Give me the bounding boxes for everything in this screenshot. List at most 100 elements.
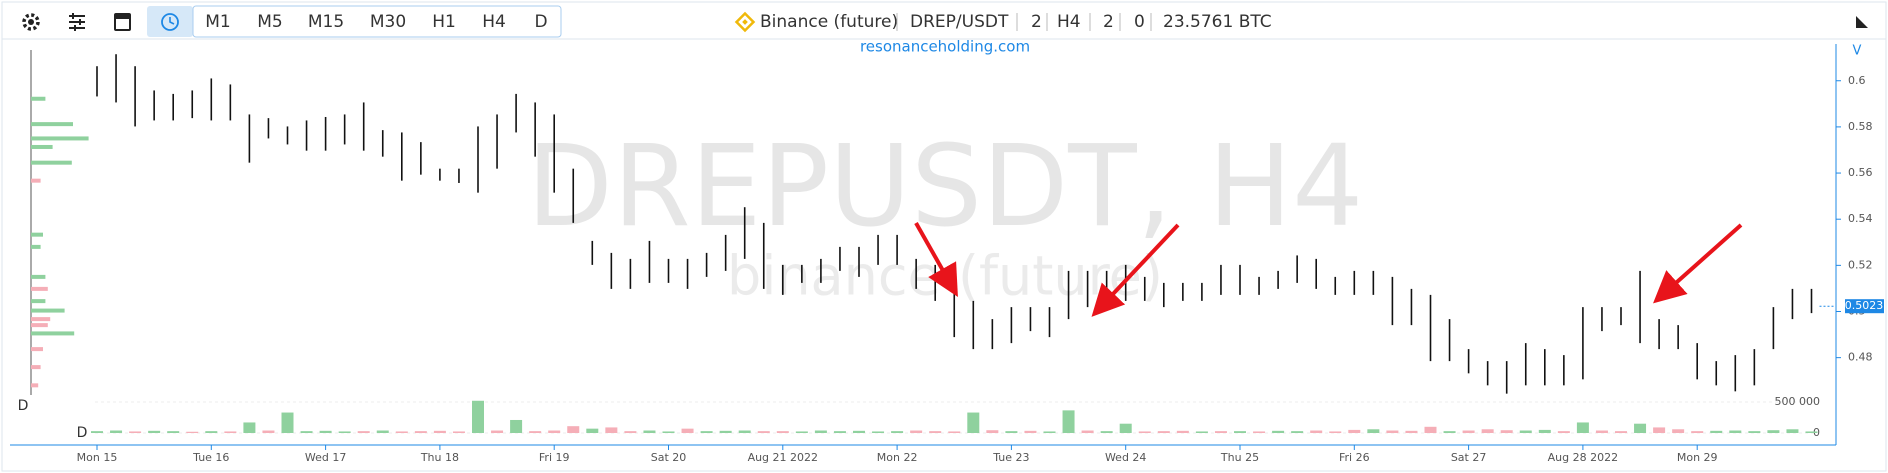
profile-bar: [31, 286, 48, 291]
volume-bar: [643, 430, 656, 433]
x-tick-label: Mon 15: [77, 451, 118, 464]
volume-bar: [1481, 429, 1494, 433]
volume-bar: [1310, 430, 1323, 433]
volume-bar: [167, 431, 180, 433]
y-tick-label: 0.6: [1848, 74, 1866, 87]
volume-bar: [395, 431, 408, 433]
volume-bar: [986, 430, 999, 433]
volume-bar: [1195, 431, 1208, 433]
volume-bar: [110, 430, 123, 433]
volume-bar: [681, 428, 694, 433]
volume-bar: [929, 431, 942, 433]
arrows: [914, 222, 1743, 317]
volume-bar: [1348, 429, 1361, 433]
volume-bar: [1748, 431, 1761, 433]
site-link[interactable]: resonanceholding.com: [860, 38, 1030, 56]
profile-bar: [31, 347, 43, 352]
volume-bar: [1519, 430, 1532, 433]
profile-bar: [31, 383, 39, 388]
x-tick-label: Tue 23: [992, 451, 1029, 464]
volume-bar: [1786, 429, 1799, 433]
profile-bar: [31, 232, 43, 237]
volume-bar: [414, 431, 427, 433]
profile-bar: [31, 308, 65, 313]
settings-icon[interactable]: [22, 13, 40, 31]
timeframe-button[interactable]: M30: [370, 12, 406, 32]
volume-bar: [1043, 431, 1056, 433]
x-tick-label: Mon 22: [877, 451, 918, 464]
arrow: [1091, 223, 1180, 317]
volume-bar: [529, 431, 542, 433]
timeframe-button[interactable]: H4: [482, 12, 506, 32]
volume-bar: [1767, 430, 1780, 433]
volume-bar: [605, 427, 618, 433]
corner-icon[interactable]: [1856, 16, 1868, 28]
volume-bar: [243, 422, 256, 433]
volume-bar: [1462, 430, 1475, 433]
x-tick-label: Wed 17: [305, 451, 346, 464]
y-tick-label: 0.58: [1848, 120, 1873, 133]
profile-bar: [31, 144, 53, 149]
x-tick-label: Aug 21 2022: [748, 451, 818, 464]
volume-bar: [91, 431, 103, 433]
volume-bar: [472, 400, 484, 433]
volume-bar: [967, 412, 980, 433]
timeframe-button[interactable]: D: [534, 12, 547, 32]
timeframe-button[interactable]: M1: [205, 12, 230, 32]
profile-bar: [31, 122, 73, 127]
timeframe-button[interactable]: M15: [308, 12, 344, 32]
volume-bar: [452, 431, 465, 433]
volume-bar: [1176, 430, 1189, 433]
volume-bar: [1024, 430, 1037, 433]
last-price-label: 0.5023: [1845, 299, 1884, 312]
volume-bar: [948, 431, 961, 433]
volume-bar: [1710, 430, 1723, 433]
y-axis-label: V: [1853, 44, 1862, 59]
volume-bar: [129, 431, 142, 433]
volume-bar: [1805, 431, 1818, 433]
volume-bar: [1272, 430, 1285, 433]
x-tick-label: Mon 29: [1677, 451, 1718, 464]
volume-bar: [1653, 427, 1666, 433]
volume-bar: [357, 431, 370, 433]
filters-icon[interactable]: [69, 13, 85, 31]
profile-bar: [31, 331, 75, 336]
volume-bar: [814, 430, 827, 433]
y-tick-label: 0.54: [1848, 212, 1873, 225]
volume-bar: [1595, 430, 1608, 433]
volume-bar: [1615, 431, 1627, 433]
last-price-box: [1845, 299, 1884, 314]
volume-bar: [776, 431, 789, 433]
volume-bar: [662, 431, 675, 433]
volume-bar: [738, 430, 751, 433]
volume-bar: [148, 430, 161, 433]
header-field: 23.5761 BTC: [1163, 12, 1272, 32]
timeframe-button[interactable]: H1: [432, 12, 456, 32]
volume-bar: [281, 412, 294, 433]
volume-bar: [510, 419, 523, 433]
timeframe-button[interactable]: M5: [257, 12, 282, 32]
x-tick-label: Fri 26: [1339, 451, 1370, 464]
period-label: D: [77, 425, 88, 441]
volume-bar: [719, 430, 732, 433]
volume-bar: [567, 426, 580, 433]
volume-bar: [872, 431, 885, 433]
timeframe-group: [192, 5, 562, 38]
calendar-icon[interactable]: [114, 13, 131, 31]
volume-bar: [224, 431, 237, 433]
volume-bar: [1557, 431, 1570, 433]
profile-bar: [31, 323, 48, 328]
clock-icon[interactable]: [161, 13, 179, 31]
volume-bar: [338, 431, 351, 433]
profile-bar: [31, 317, 51, 322]
volume-bar: [1500, 430, 1513, 433]
volume-bar: [1405, 430, 1418, 433]
x-tick-label: Tue 16: [192, 451, 229, 464]
x-tick-label: Wed 24: [1105, 451, 1146, 464]
volume-bar: [1119, 423, 1132, 433]
header-field: 2: [1031, 12, 1042, 32]
volume-bar: [1157, 431, 1170, 433]
